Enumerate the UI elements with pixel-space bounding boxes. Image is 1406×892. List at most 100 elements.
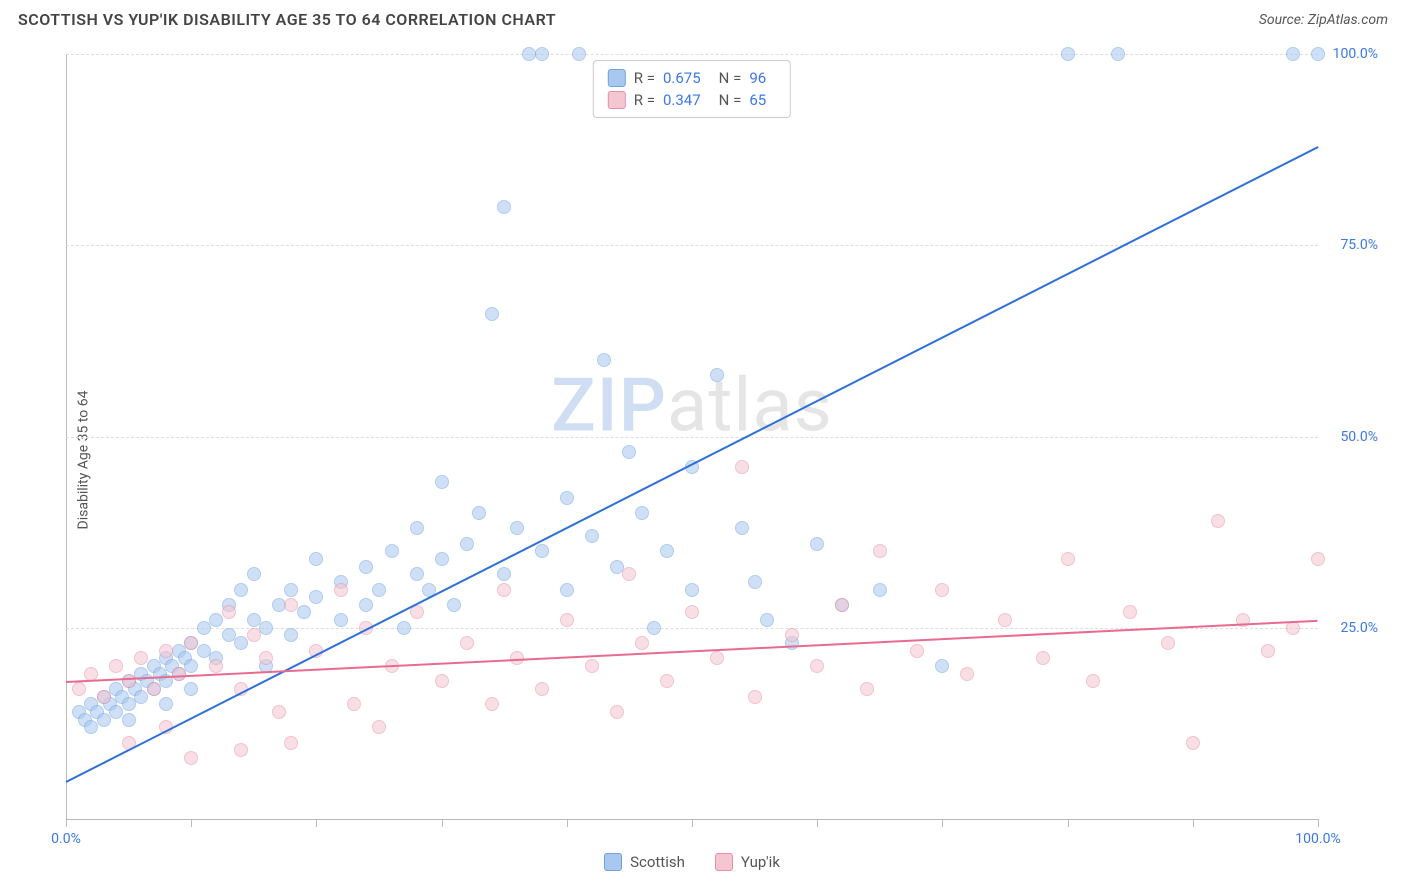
data-point bbox=[147, 682, 161, 696]
data-point bbox=[635, 636, 649, 650]
data-point bbox=[610, 705, 624, 719]
data-point bbox=[184, 636, 198, 650]
data-point bbox=[535, 682, 549, 696]
data-point bbox=[873, 544, 887, 558]
trend-line bbox=[66, 146, 1319, 783]
data-point bbox=[535, 544, 549, 558]
data-point bbox=[435, 475, 449, 489]
data-point bbox=[472, 506, 486, 520]
stats-legend: R = 0.675 N = 96 R = 0.347 N = 65 bbox=[593, 60, 791, 118]
data-point bbox=[860, 682, 874, 696]
data-point bbox=[497, 583, 511, 597]
data-point bbox=[1123, 605, 1137, 619]
data-point bbox=[585, 529, 599, 543]
source-attribution: Source: ZipAtlas.com bbox=[1259, 12, 1388, 28]
data-point bbox=[660, 674, 674, 688]
series-legend: Scottish Yup'ik bbox=[66, 850, 1318, 874]
data-point bbox=[1111, 47, 1125, 61]
legend-label-scottish: Scottish bbox=[630, 853, 685, 871]
data-point bbox=[97, 713, 111, 727]
r-label: R = bbox=[634, 91, 655, 109]
plot-area: R = 0.675 N = 96 R = 0.347 N = 65 ZIPatl… bbox=[66, 54, 1318, 820]
y-tick-label: 75.0% bbox=[1324, 237, 1378, 253]
data-point bbox=[284, 628, 298, 642]
data-point bbox=[109, 659, 123, 673]
y-tick-label: 50.0% bbox=[1324, 429, 1378, 445]
data-point bbox=[122, 674, 136, 688]
x-tick bbox=[942, 819, 943, 827]
data-point bbox=[960, 667, 974, 681]
data-point bbox=[560, 613, 574, 627]
data-point bbox=[585, 659, 599, 673]
data-point bbox=[359, 560, 373, 574]
data-point bbox=[259, 621, 273, 635]
data-point bbox=[460, 636, 474, 650]
data-point bbox=[209, 659, 223, 673]
data-point bbox=[334, 613, 348, 627]
data-point bbox=[710, 368, 724, 382]
data-point bbox=[748, 690, 762, 704]
n-value-scottish: 96 bbox=[749, 69, 766, 87]
n-label: N = bbox=[719, 69, 742, 87]
x-tick bbox=[692, 819, 693, 827]
data-point bbox=[622, 445, 636, 459]
data-point bbox=[1061, 47, 1075, 61]
data-point bbox=[572, 47, 586, 61]
data-point bbox=[1311, 552, 1325, 566]
stats-row-scottish: R = 0.675 N = 96 bbox=[608, 67, 776, 89]
data-point bbox=[810, 537, 824, 551]
n-label: N = bbox=[719, 91, 742, 109]
data-point bbox=[122, 713, 136, 727]
data-point bbox=[622, 567, 636, 581]
data-point bbox=[560, 583, 574, 597]
x-tick bbox=[316, 819, 317, 827]
data-point bbox=[998, 613, 1012, 627]
stats-row-yupik: R = 0.347 N = 65 bbox=[608, 89, 776, 111]
x-tick bbox=[442, 819, 443, 827]
data-point bbox=[347, 697, 361, 711]
legend-item-scottish: Scottish bbox=[604, 853, 685, 871]
data-point bbox=[222, 605, 236, 619]
data-point bbox=[259, 651, 273, 665]
r-label: R = bbox=[634, 69, 655, 87]
data-point bbox=[710, 651, 724, 665]
r-value-scottish: 0.675 bbox=[663, 69, 701, 87]
data-point bbox=[97, 690, 111, 704]
data-point bbox=[810, 659, 824, 673]
data-point bbox=[272, 705, 286, 719]
data-point bbox=[284, 583, 298, 597]
data-point bbox=[134, 651, 148, 665]
swatch-scottish bbox=[604, 853, 622, 871]
data-point bbox=[910, 644, 924, 658]
data-point bbox=[510, 521, 524, 535]
data-point bbox=[234, 636, 248, 650]
x-tick bbox=[1193, 819, 1194, 827]
data-point bbox=[1061, 552, 1075, 566]
data-point bbox=[359, 598, 373, 612]
data-point bbox=[485, 307, 499, 321]
data-point bbox=[297, 605, 311, 619]
data-point bbox=[410, 521, 424, 535]
data-point bbox=[1086, 674, 1100, 688]
data-point bbox=[560, 491, 574, 505]
data-point bbox=[760, 613, 774, 627]
data-point bbox=[397, 621, 411, 635]
legend-item-yupik: Yup'ik bbox=[715, 853, 780, 871]
y-tick-label: 100.0% bbox=[1324, 46, 1378, 62]
data-point bbox=[197, 621, 211, 635]
x-tick bbox=[66, 819, 67, 827]
data-point bbox=[635, 506, 649, 520]
data-point bbox=[597, 353, 611, 367]
data-point bbox=[873, 583, 887, 597]
data-point bbox=[735, 460, 749, 474]
swatch-yupik bbox=[715, 853, 733, 871]
data-point bbox=[1161, 636, 1175, 650]
data-point bbox=[497, 567, 511, 581]
data-point bbox=[159, 697, 173, 711]
data-point bbox=[247, 567, 261, 581]
data-point bbox=[935, 583, 949, 597]
x-tick bbox=[1318, 819, 1319, 827]
data-point bbox=[435, 552, 449, 566]
data-point bbox=[435, 674, 449, 688]
data-point bbox=[447, 598, 461, 612]
